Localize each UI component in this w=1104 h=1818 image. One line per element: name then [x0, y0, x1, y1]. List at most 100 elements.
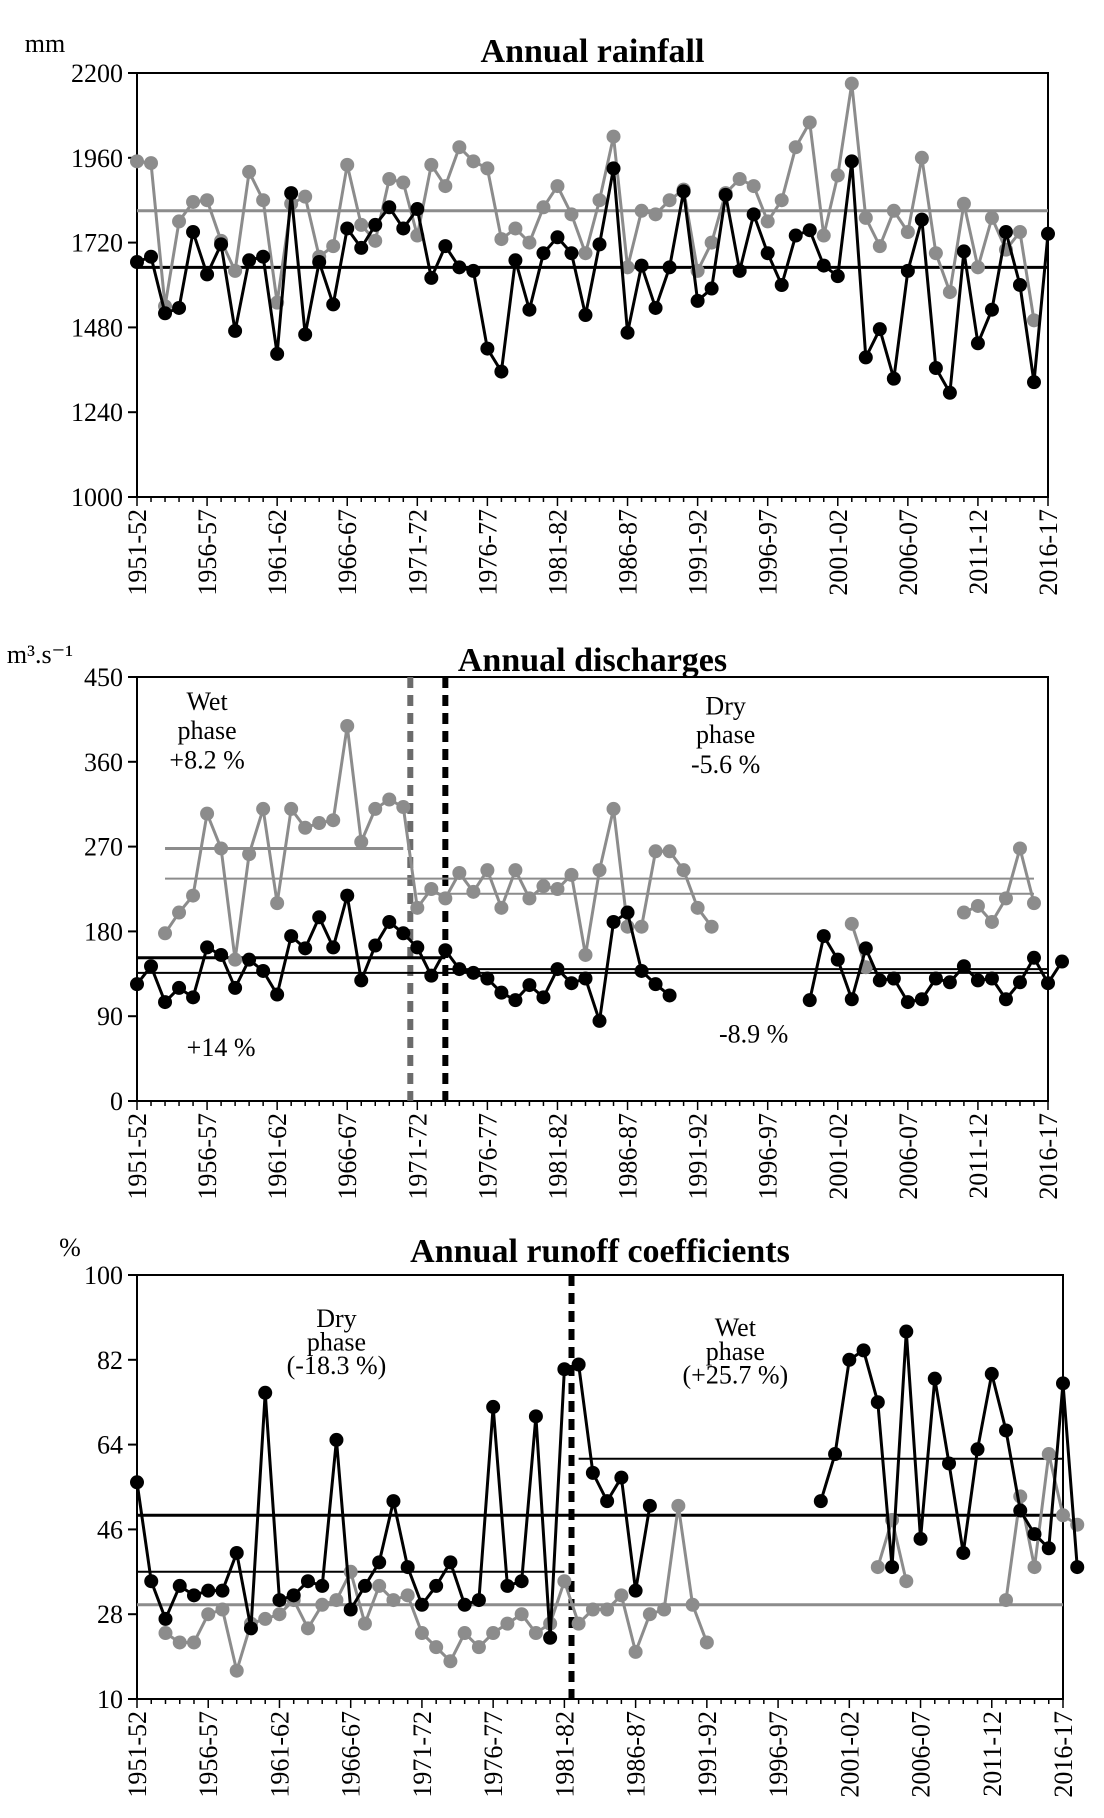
annotation-text: phase [696, 720, 755, 749]
data-point [634, 963, 649, 978]
y-tick-label: 1000 [71, 483, 123, 512]
data-point [424, 270, 439, 285]
data-point [900, 225, 915, 239]
data-point [200, 267, 215, 282]
data-point [956, 244, 971, 259]
data-point [648, 207, 663, 222]
data-point [600, 1494, 615, 1509]
data-point [970, 260, 985, 275]
annotation-text: Wet [186, 687, 228, 716]
data-point [471, 1640, 486, 1655]
x-tick-label: 1996-97 [754, 509, 783, 596]
data-point [130, 1475, 144, 1490]
data-point [172, 905, 187, 920]
data-point [642, 1607, 657, 1622]
data-point [228, 323, 243, 338]
data-point [522, 302, 537, 317]
data-point [606, 801, 621, 816]
y-tick-label: 270 [84, 833, 123, 862]
data-point [272, 1593, 287, 1608]
data-point [144, 959, 159, 974]
data-point [414, 1597, 429, 1612]
x-tick-label: 1961-62 [263, 509, 292, 596]
data-point [900, 263, 915, 278]
data-point [1041, 976, 1055, 991]
data-point [816, 228, 831, 243]
data-point [844, 992, 859, 1007]
data-point [368, 938, 383, 953]
x-tick-label: 2006-07 [907, 1711, 936, 1798]
data-point [942, 385, 957, 400]
data-point [1027, 1527, 1042, 1542]
data-point [466, 154, 481, 169]
data-point [172, 214, 187, 229]
data-point [457, 1626, 472, 1641]
data-point [300, 1574, 315, 1589]
data-point [657, 1602, 672, 1617]
data-point [970, 898, 985, 913]
data-point [642, 1498, 657, 1513]
data-point [620, 260, 635, 275]
data-point [564, 246, 579, 261]
data-point [186, 225, 201, 239]
data-point [158, 1626, 173, 1641]
data-point [830, 168, 845, 183]
data-point [466, 884, 481, 899]
data-point [410, 900, 425, 915]
x-tick-label: 1971-72 [403, 509, 432, 596]
data-point [592, 193, 607, 208]
data-point [813, 1494, 828, 1509]
y-tick-label: 64 [97, 1431, 123, 1460]
data-point [256, 193, 271, 208]
data-point [928, 246, 943, 261]
data-point [536, 879, 551, 894]
data-point [215, 1602, 230, 1617]
data-point [158, 306, 173, 321]
data-point [671, 1498, 686, 1513]
data-point [298, 189, 313, 204]
data-point [858, 210, 873, 225]
data-point [357, 1616, 372, 1631]
data-point [628, 1644, 643, 1659]
data-point [172, 980, 187, 995]
data-point [201, 1583, 216, 1598]
data-point [685, 1597, 700, 1612]
data-point [494, 364, 509, 379]
data-point [557, 1574, 572, 1589]
data-point [858, 941, 873, 956]
annotation-text: phase [307, 1327, 366, 1356]
data-point [690, 900, 705, 915]
data-point [326, 297, 341, 312]
y-tick-label: 360 [84, 748, 123, 777]
data-point [486, 1399, 501, 1414]
data-point [592, 237, 607, 252]
chart-title: Annual rainfall [481, 33, 705, 70]
data-point [528, 1409, 543, 1424]
y-axis-label: m³.s⁻¹ [7, 640, 73, 669]
data-point [984, 971, 999, 986]
data-point [326, 940, 341, 955]
data-point [802, 993, 817, 1008]
data-point [578, 246, 593, 261]
data-point [1041, 1447, 1056, 1462]
data-point [368, 801, 383, 816]
annotation-text: +14 % [187, 1033, 256, 1062]
data-point [899, 1324, 914, 1339]
data-point [600, 1602, 615, 1617]
data-point [354, 973, 369, 988]
y-tick-label: 100 [84, 1261, 123, 1290]
y-axis-label: % [59, 1233, 81, 1262]
data-point [438, 179, 453, 194]
x-tick-label: 1976-77 [473, 509, 502, 596]
data-point [592, 1013, 607, 1028]
data-point [354, 240, 369, 255]
series-line [163, 724, 713, 962]
data-point [970, 973, 985, 988]
y-tick-label: 1720 [71, 229, 123, 258]
data-point [802, 115, 817, 130]
data-point [186, 1635, 201, 1650]
data-point [774, 278, 789, 292]
data-point [172, 1578, 187, 1593]
data-point [802, 223, 817, 238]
data-point [606, 914, 621, 929]
